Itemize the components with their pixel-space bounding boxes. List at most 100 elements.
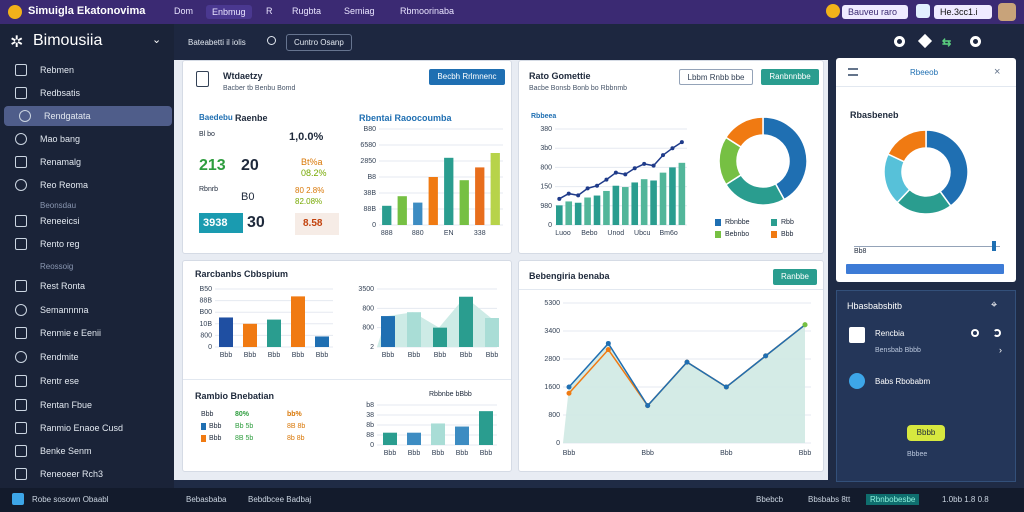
table-row-2-b: 8b 8b [287, 435, 305, 442]
info-icon[interactable] [267, 36, 276, 45]
pin-icon[interactable]: ⌖ [991, 299, 998, 311]
line-chart-y-tick: 3400 [544, 328, 560, 335]
slider-min: Bb8 [854, 248, 867, 255]
gear-icon[interactable] [894, 36, 905, 47]
mid-bar-3 [428, 177, 438, 225]
trend-x-label: Bm6o [659, 230, 677, 237]
small-bar-y-tick: 8b [366, 422, 374, 429]
refresh-icon[interactable] [971, 329, 979, 337]
sidebar-item-10[interactable]: Renmie e Eenii [0, 323, 174, 343]
footer-mid-1[interactable]: Bebasbaba [186, 495, 227, 504]
small-bar-2 [431, 423, 445, 445]
table-row-0-b: bb% [287, 411, 302, 418]
activity-item-2[interactable]: Babs Rbobabm [875, 377, 931, 386]
avatar[interactable] [998, 3, 1016, 21]
sidebar-item-12[interactable]: Rentr ese [0, 371, 174, 391]
sidebar-item-5[interactable]: Reo Reoma [0, 175, 174, 195]
activity-link[interactable]: Bbbee [907, 451, 928, 458]
breadcrumb[interactable]: Bateabetti il iolis [188, 38, 246, 47]
menu-item-1[interactable]: Enbmug [206, 5, 252, 19]
kpi1-label: Bl bo [199, 131, 215, 138]
comp-bar-3 [291, 296, 305, 347]
mid-bar-y-tick: 6580 [360, 142, 376, 149]
trend-y-tick: 150 [540, 184, 552, 191]
comp-area-x-label: Bbb [486, 352, 499, 359]
comp-bar-2 [267, 319, 281, 347]
sidebar-item-13[interactable]: Rentan Fbue [0, 395, 174, 415]
sidebar-item-1[interactable]: Redbsatis [0, 83, 174, 103]
trend-bar-7 [622, 187, 629, 225]
sidebar-item-14[interactable]: Ranmio Enaoe Cusd [0, 418, 174, 438]
settings-icon[interactable] [916, 4, 930, 18]
comp-bar-0 [219, 317, 233, 347]
trend-x-label: Ubcu [634, 230, 650, 237]
kpi1-pct: 1,0.0% [289, 131, 324, 143]
line-action-button[interactable]: Ranbbe [773, 269, 817, 285]
pin-icon[interactable] [917, 33, 933, 49]
comp-area-bar-1 [407, 312, 421, 347]
sidebar-item-label: Rento reg [40, 239, 80, 249]
sidebar-item-7[interactable]: Rento reg [0, 234, 174, 254]
document-icon [15, 399, 27, 411]
menu-item-2[interactable]: R [266, 6, 273, 16]
sidebar-item-0[interactable]: Rebmen [0, 60, 174, 80]
slider-track[interactable] [854, 246, 1000, 247]
comp-area-x-label: Bbb [434, 352, 447, 359]
comp-bar-x-label: Bbb [220, 352, 233, 359]
trend-filter-button[interactable]: Lbbm Rnbb bbe [679, 69, 753, 85]
sidebar-item-6[interactable]: Reneeicsi [0, 211, 174, 231]
menu-item-3[interactable]: Rugbta [292, 6, 322, 16]
trend-action-button[interactable]: Ranbnnbbe [761, 69, 819, 85]
compass-icon [19, 110, 31, 122]
small-bar-4 [479, 411, 493, 445]
comp-area-bar-2 [433, 327, 447, 347]
sidebar-item-2[interactable]: Rendgatata [4, 106, 172, 126]
footer-left[interactable]: Robe sosown Obaabl [32, 495, 109, 504]
menu-item-0[interactable]: Dom [174, 6, 194, 16]
lock-icon [15, 327, 27, 339]
reload-icon[interactable] [993, 329, 1001, 337]
sidebar-item-3[interactable]: Mao bang [0, 129, 174, 149]
tab-overview[interactable]: Cuntro Osanp [286, 34, 352, 51]
trend-bar-9 [640, 179, 648, 225]
trend-bar-6 [612, 185, 620, 225]
search-pill[interactable]: Bauveu raro [842, 5, 908, 19]
activity-button[interactable]: Bbbb [907, 425, 945, 441]
kpi1-value: 213 [199, 157, 226, 174]
sidebar-item-9[interactable]: Semannnna [0, 300, 174, 320]
line-chart-point-1-3 [684, 359, 690, 365]
footer-mid-2[interactable]: Bebdbcee Badbaj [248, 495, 312, 504]
close-icon[interactable]: × [994, 66, 1001, 78]
menu-item-4[interactable]: Semiag [344, 6, 375, 16]
trend-bar-0 [556, 205, 563, 225]
kpi3-suffix: 30 [247, 214, 265, 231]
slider-handle-icon[interactable] [992, 241, 996, 251]
brand-logo-icon: ✲ [10, 34, 24, 51]
donut-legend-0: Rbnbbe [715, 219, 750, 226]
trend-point-12 [670, 146, 675, 151]
sidebar-item-4[interactable]: Renamalg [0, 152, 174, 172]
menu-icon[interactable] [848, 68, 858, 76]
footer-right-1: Bbebcb [756, 495, 784, 504]
table-row-1-label: Bbb [201, 423, 221, 430]
divider [836, 86, 1016, 87]
kpi-action-button[interactable]: Becbh Rrlmnenc [429, 69, 505, 85]
sidebar-item-16[interactable]: Reneoeer Rch3 [0, 464, 174, 484]
sidebar-item-8[interactable]: Rest Ronta [0, 276, 174, 296]
trend-donut-chart [718, 116, 808, 206]
refresh-icon[interactable] [970, 36, 981, 47]
sidebar-item-label: Rentr ese [40, 376, 80, 386]
sidebar-item-15[interactable]: Benke Senm [0, 441, 174, 461]
trend-x-label: Bebo [581, 230, 597, 237]
trend-y-tick: 380 [540, 126, 552, 133]
user-label[interactable]: He.3cc1.i [934, 5, 992, 19]
mid-bar-0 [382, 205, 392, 225]
chevron-down-icon[interactable]: ⌄ [152, 34, 162, 46]
sidebar-item-11[interactable]: Rendmite [0, 347, 174, 367]
menu-item-5[interactable]: Rbmoorinaba [400, 6, 455, 16]
share-icon[interactable]: ⇆ [942, 37, 952, 49]
mid-bar-7 [490, 153, 500, 225]
chevron-right-icon[interactable]: › [999, 345, 1002, 355]
activity-item-1[interactable]: Rencbia [875, 329, 905, 338]
notification-icon[interactable] [826, 4, 840, 18]
